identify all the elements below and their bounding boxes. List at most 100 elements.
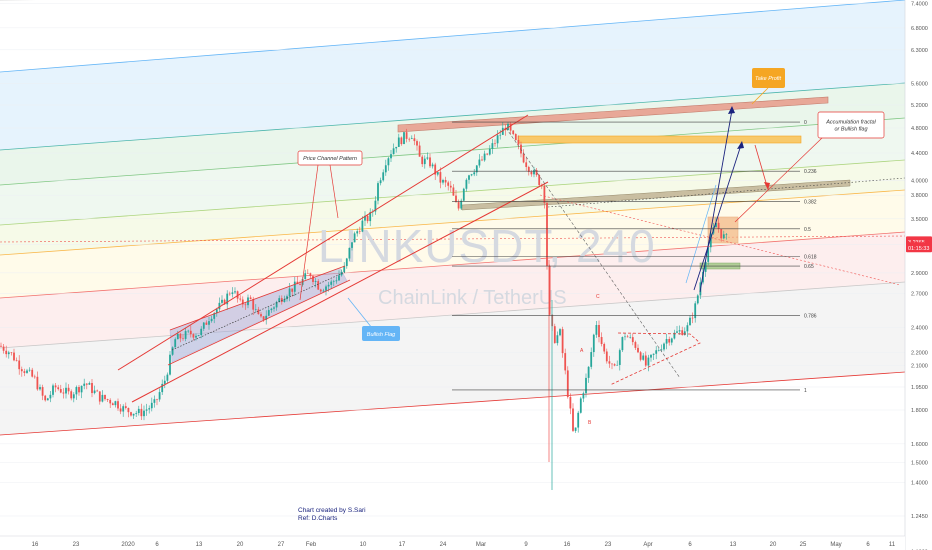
y-tick-label-21: 1.2450 xyxy=(911,514,928,520)
candle-body-7 xyxy=(18,360,21,370)
time-axis[interactable]: 16 23 2020 6 13 20 27 Feb 10 17 24 Mar 9 16 23 Apr 6 13 20… xyxy=(0,535,905,550)
candle-body-279 xyxy=(725,234,728,235)
candle-body-257 xyxy=(668,339,671,343)
candle-body-76 xyxy=(197,335,200,336)
candle-body-85 xyxy=(221,299,223,303)
candle-body-51 xyxy=(132,413,135,416)
candle-body-12 xyxy=(31,369,34,377)
candle-body-75 xyxy=(195,335,197,338)
candle-body-86 xyxy=(223,299,226,305)
candle-body-39 xyxy=(101,394,104,402)
candle-body-190 xyxy=(494,143,496,144)
candle-body-256 xyxy=(665,339,668,344)
candle-body-4 xyxy=(10,352,13,354)
candle-body-185 xyxy=(481,159,483,161)
wave-letter-2: B xyxy=(588,420,592,426)
candle-body-199 xyxy=(517,140,520,145)
candle-body-62 xyxy=(161,383,164,393)
candle-body-170 xyxy=(442,179,444,183)
candle-body-238 xyxy=(618,350,621,365)
candle-body-184 xyxy=(478,159,481,166)
candle-body-241 xyxy=(626,336,629,338)
candle-body-17 xyxy=(44,395,47,401)
candle-body-123 xyxy=(319,289,322,292)
candle-body-271 xyxy=(704,261,707,272)
candle-body-48 xyxy=(124,406,127,408)
accumulation-callout-box xyxy=(817,111,885,139)
candle-body-102 xyxy=(265,315,268,320)
channel-band-1 xyxy=(0,0,905,150)
price-badge-1 xyxy=(906,242,932,253)
candle-body-18 xyxy=(46,398,49,401)
candle-body-149 xyxy=(387,158,390,166)
candle-body-245 xyxy=(637,347,639,353)
y-tick-label-4: 5.2000 xyxy=(911,103,928,109)
candle-body-178 xyxy=(462,188,465,201)
candle-body-272 xyxy=(707,247,710,262)
candle-body-202 xyxy=(525,162,528,167)
candle-body-188 xyxy=(488,148,491,155)
candle-body-129 xyxy=(335,280,338,282)
candle-body-234 xyxy=(608,361,611,364)
candle-body-169 xyxy=(439,172,442,183)
candle-body-22 xyxy=(57,387,60,390)
candle-body-91 xyxy=(236,291,239,299)
candle-body-117 xyxy=(304,273,307,280)
price-channel-pointer-1 xyxy=(299,164,319,301)
candle-body-119 xyxy=(309,273,312,277)
candle-body-40 xyxy=(104,394,106,400)
candle-body-263 xyxy=(683,331,686,336)
candle-body-163 xyxy=(423,158,426,165)
candle-body-227 xyxy=(590,352,593,367)
candle-body-225 xyxy=(585,377,587,394)
candle-body-135 xyxy=(351,242,353,248)
price-axis[interactable]: 7.4000 6.8000 6.3000 5.6000 5.2000 4.8000 4.40… xyxy=(904,0,932,550)
price-channel-callout-text-0: Price Channel Pattern xyxy=(303,156,357,162)
candle-body-158 xyxy=(410,138,413,139)
candle-body-9 xyxy=(23,371,26,373)
candle-body-111 xyxy=(288,288,291,297)
candle-body-242 xyxy=(629,337,632,338)
candle-body-125 xyxy=(325,286,327,291)
dashed-target-line xyxy=(539,194,901,286)
y-tick-label-9: 3.5000 xyxy=(911,217,928,223)
candle-body-65 xyxy=(169,354,171,375)
candle-body-78 xyxy=(202,322,205,329)
candle-body-246 xyxy=(639,352,642,360)
candle-body-216 xyxy=(561,329,564,354)
candle-body-273 xyxy=(709,233,712,248)
channel-lower-line xyxy=(131,181,549,403)
candle-body-186 xyxy=(483,153,486,161)
candle-body-174 xyxy=(452,187,455,196)
candle-body-82 xyxy=(213,313,216,319)
x-tick-label-2: 2020 xyxy=(121,542,135,548)
candle-body-16 xyxy=(41,387,44,396)
candle-body-142 xyxy=(369,212,372,222)
candle-body-35 xyxy=(91,383,93,394)
take-profit-tag xyxy=(752,68,785,88)
candle-body-14 xyxy=(36,376,39,390)
candle-body-87 xyxy=(226,293,229,305)
candle-body-66 xyxy=(171,347,174,355)
channel-line-1 xyxy=(0,0,906,73)
candle-body-206 xyxy=(535,170,538,176)
bullish-flag-tag xyxy=(362,326,400,341)
candle-body-15 xyxy=(39,387,41,390)
candle-body-211 xyxy=(548,265,551,315)
candle-body-173 xyxy=(449,185,452,188)
candle-body-268 xyxy=(696,295,699,304)
y-tick-label-7: 4.0000 xyxy=(911,178,928,184)
y-tick-label-18: 1.6000 xyxy=(911,442,928,448)
candle-body-153 xyxy=(397,137,400,147)
candle-body-259 xyxy=(673,332,676,339)
candle-body-213 xyxy=(553,326,556,344)
candle-body-44 xyxy=(114,401,117,406)
y-tick-label-17: 1.8000 xyxy=(911,408,928,414)
bullish-flag-pointer xyxy=(347,297,373,329)
candle-body-28 xyxy=(72,394,75,399)
current-price-dotted xyxy=(0,235,906,243)
channel-line-5 xyxy=(0,189,906,256)
y-tick-label-5: 4.8000 xyxy=(911,126,928,132)
candle-body-34 xyxy=(88,383,91,385)
